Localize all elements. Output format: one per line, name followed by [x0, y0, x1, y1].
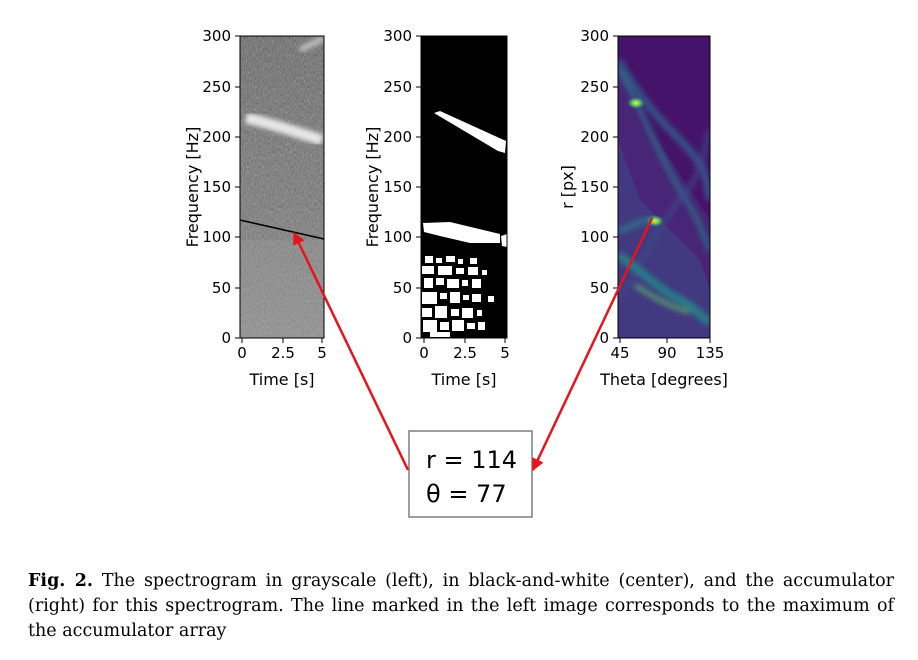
left-ytick-150: 150: [202, 178, 231, 196]
caption-label: Fig. 2.: [28, 571, 94, 591]
binary-spectrogram-image: [421, 36, 507, 338]
figure-caption: Fig. 2. The spectrogram in grayscale (le…: [28, 569, 894, 644]
grayscale-spectrogram-image: [240, 36, 324, 338]
arrow-to-result-box: [531, 217, 654, 472]
center-x-axis: 0 2.5 5: [419, 338, 510, 362]
right-x-axis: 45 90 135: [610, 338, 724, 362]
center-ytick-0: 0: [402, 329, 412, 347]
left-xtick-0: 0: [237, 344, 247, 362]
right-y-axis-label: r [px]: [558, 165, 577, 209]
center-xtick-5: 5: [500, 344, 510, 362]
left-y-axis: 0 50 100 150 200 250 300: [202, 27, 240, 347]
right-panel: 0 50 100 150 200 250 300 45 90 135 Theta…: [558, 27, 728, 389]
result-box: r = 114 θ = 77: [408, 430, 533, 518]
right-ytick-0: 0: [599, 329, 609, 347]
right-y-axis: 0 50 100 150 200 250 300: [580, 27, 618, 347]
center-panel: 0 50 100 150 200 250 300 0 2.5 5 Time [s…: [363, 27, 510, 389]
center-xtick-2-5: 2.5: [453, 344, 477, 362]
left-x-axis-label: Time [s]: [248, 370, 314, 389]
right-x-axis-label: Theta [degrees]: [599, 370, 728, 389]
center-y-axis: 0 50 100 150 200 250 300: [383, 27, 421, 347]
center-ytick-200: 200: [383, 128, 412, 146]
left-x-axis: 0 2.5 5: [237, 338, 327, 362]
result-r-value: r = 114: [426, 446, 517, 474]
right-ytick-300: 300: [580, 27, 609, 45]
left-ytick-250: 250: [202, 78, 231, 96]
accumulator-image: [618, 36, 710, 338]
center-ytick-150: 150: [383, 178, 412, 196]
left-ytick-100: 100: [202, 228, 231, 246]
left-ytick-50: 50: [212, 279, 231, 297]
center-ytick-250: 250: [383, 78, 412, 96]
left-xtick-5: 5: [317, 344, 327, 362]
left-ytick-0: 0: [221, 329, 231, 347]
center-ytick-100: 100: [383, 228, 412, 246]
left-y-axis-label: Frequency [Hz]: [183, 127, 202, 248]
right-ytick-200: 200: [580, 128, 609, 146]
right-xtick-135: 135: [696, 344, 725, 362]
right-ytick-150: 150: [580, 178, 609, 196]
annotation-arrows: [292, 217, 654, 472]
left-ytick-200: 200: [202, 128, 231, 146]
caption-text: The spectrogram in grayscale (left), in …: [28, 571, 894, 641]
result-theta-value: θ = 77: [426, 480, 507, 508]
center-x-axis-label: Time [s]: [430, 370, 496, 389]
right-ytick-100: 100: [580, 228, 609, 246]
right-ytick-250: 250: [580, 78, 609, 96]
left-xtick-2-5: 2.5: [271, 344, 295, 362]
right-xtick-45: 45: [610, 344, 629, 362]
left-ytick-300: 300: [202, 27, 231, 45]
left-panel: 0 50 100 150 200 250 300 0 2.5 5 Time [s…: [183, 27, 327, 389]
center-xtick-0: 0: [419, 344, 429, 362]
right-ytick-50: 50: [590, 279, 609, 297]
figure-graphic: 0 50 100 150 200 250 300 0 2.5 5 Time [s…: [183, 27, 728, 518]
arrow-to-left-line: [292, 231, 410, 471]
center-ytick-300: 300: [383, 27, 412, 45]
center-y-axis-label: Frequency [Hz]: [363, 127, 382, 248]
right-xtick-90: 90: [657, 344, 676, 362]
center-ytick-50: 50: [393, 279, 412, 297]
detected-line: [239, 219, 325, 240]
